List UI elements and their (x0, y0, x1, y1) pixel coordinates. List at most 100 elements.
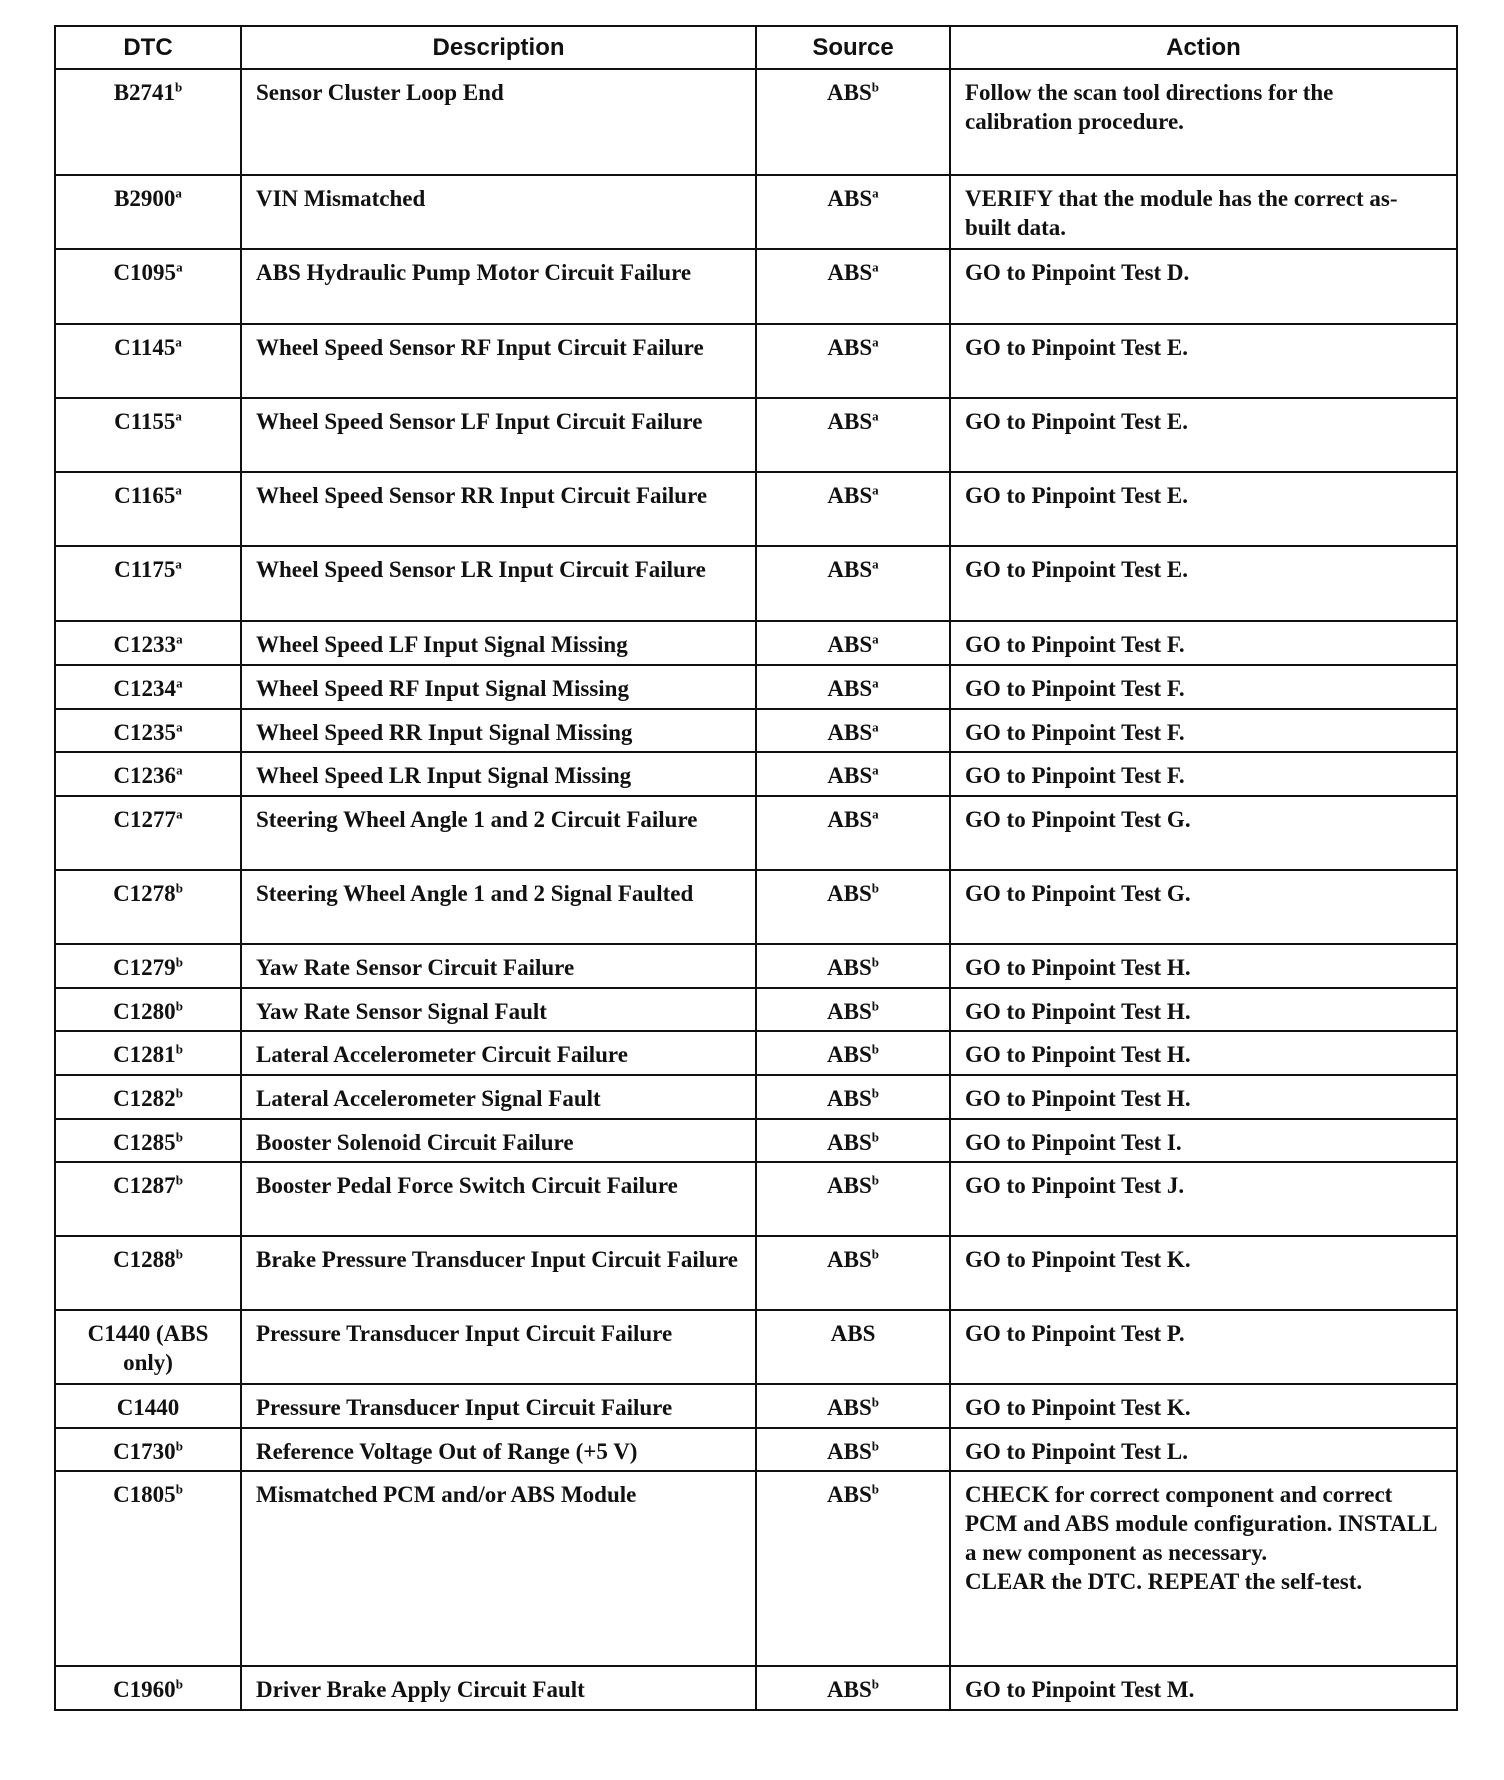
footnote-marker: a (872, 482, 879, 498)
table-row: C1234a Wheel Speed RF Input Signal Missin… (54, 664, 1458, 710)
description-cell: Steering Wheel Angle 1 and 2 Signal Faul… (240, 869, 757, 945)
action-cell: CHECK for correct component and correct … (949, 1470, 1458, 1667)
dtc-cell-text: C1440 (116, 1395, 180, 1420)
source-cell-text: ABS (827, 1395, 872, 1420)
footnote-marker: a (175, 408, 182, 424)
description-cell: Yaw Rate Sensor Signal Fault (240, 987, 757, 1032)
description-cell: Mismatched PCM and/or ABS Module (240, 1470, 757, 1667)
description-cell: Lateral Accelerometer Circuit Failure (240, 1030, 757, 1076)
dtc-cell-text: C1236 (113, 763, 177, 788)
action-cell: GO to Pinpoint Test I. (949, 1118, 1458, 1163)
action-cell: GO to Pinpoint Test G. (949, 795, 1458, 871)
dtc-cell-text: C1234 (113, 676, 177, 701)
description-cell-text: Driver Brake Apply Circuit Fault (256, 1677, 585, 1702)
description-cell-text: Lateral Accelerometer Signal Fault (256, 1086, 601, 1111)
source-cell: ABSa (755, 174, 951, 250)
description-cell-text: Wheel Speed LR Input Signal Missing (256, 763, 632, 788)
action-cell-text: GO to Pinpoint Test M. (965, 1677, 1195, 1702)
table-row: C1805b Mismatched PCM and/or ABS Module AB… (54, 1470, 1458, 1667)
source-cell: ABSb (755, 1118, 951, 1163)
table-row: C1278b Steering Wheel Angle 1 and 2 Signa… (54, 869, 1458, 945)
source-cell-text: ABS (827, 1247, 872, 1272)
description-cell-text: Brake Pressure Transducer Input Circuit … (256, 1247, 738, 1272)
action-cell-text: CHECK for correct component and correct … (965, 1482, 1437, 1594)
action-cell: GO to Pinpoint Test F. (949, 708, 1458, 753)
dtc-cell: C1285b (54, 1118, 242, 1163)
source-cell: ABSa (755, 248, 951, 325)
dtc-cell-text: C1279 (113, 955, 176, 980)
footnote-marker: a (175, 334, 182, 350)
action-cell: GO to Pinpoint Test H. (949, 943, 1458, 989)
source-cell-text: ABS (827, 335, 873, 360)
description-cell: Yaw Rate Sensor Circuit Failure (240, 943, 757, 989)
action-cell-text: GO to Pinpoint Test H. (965, 1042, 1191, 1067)
description-cell-text: ABS Hydraulic Pump Motor Circuit Failure (256, 260, 692, 285)
action-cell: GO to Pinpoint Test K. (949, 1235, 1458, 1311)
dtc-cell: C1095a (54, 248, 242, 325)
action-cell-text: GO to Pinpoint Test F. (965, 763, 1185, 788)
description-cell: Wheel Speed RF Input Signal Missing (240, 664, 757, 710)
description-cell: Wheel Speed LF Input Signal Missing (240, 620, 757, 666)
dtc-cell-text: C1285 (113, 1130, 176, 1155)
action-cell-text: GO to Pinpoint Test I. (965, 1130, 1182, 1155)
table-row: B2741b Sensor Cluster Loop End ABSb Follow … (54, 68, 1458, 176)
footnote-marker: a (176, 675, 183, 691)
footnote-marker: a (175, 185, 182, 201)
source-cell-text: ABS (827, 881, 872, 906)
source-cell: ABSb (755, 1235, 951, 1311)
footnote-marker: b (175, 1438, 183, 1454)
source-cell: ABSa (755, 751, 951, 797)
action-cell-text: GO to Pinpoint Test L. (965, 1439, 1189, 1464)
dtc-cell-text: C1155 (114, 409, 176, 434)
description-cell-text: Wheel Speed Sensor RF Input Circuit Fail… (256, 335, 704, 360)
action-cell: GO to Pinpoint Test E. (949, 323, 1458, 399)
dtc-cell: C1165a (54, 471, 242, 547)
action-cell-text: GO to Pinpoint Test D. (965, 260, 1190, 285)
description-cell-text: Wheel Speed Sensor LR Input Circuit Fail… (256, 557, 706, 582)
footnote-marker: a (176, 719, 183, 735)
footnote-marker: a (176, 806, 183, 822)
dtc-cell-text: C1235 (113, 720, 177, 745)
footnote-marker: b (175, 1676, 183, 1692)
table-row: C1155a Wheel Speed Sensor LF Input Circui… (54, 397, 1458, 473)
source-cell: ABSb (755, 1074, 951, 1120)
footnote-marker: b (871, 1085, 879, 1101)
action-cell: GO to Pinpoint Test J. (949, 1161, 1458, 1237)
action-cell: GO to Pinpoint Test D. (949, 248, 1458, 325)
dtc-cell-text: C1730 (113, 1439, 176, 1464)
footnote-marker: a (872, 719, 879, 735)
description-cell-text: Wheel Speed RF Input Signal Missing (256, 676, 629, 701)
action-cell: GO to Pinpoint Test F. (949, 620, 1458, 666)
source-cell-text: ABS (827, 260, 873, 285)
dtc-cell: C1440 (ABS only) (54, 1309, 242, 1385)
source-cell-text: ABS (827, 186, 873, 211)
description-cell: Booster Solenoid Circuit Failure (240, 1118, 757, 1163)
header-row: DTC Description Source Action (54, 25, 1458, 70)
dtc-cell-text: C1281 (113, 1042, 176, 1067)
dtc-cell-text: C1175 (114, 557, 176, 582)
footnote-marker: b (871, 79, 879, 95)
source-cell: ABSb (755, 1383, 951, 1429)
footnote-marker: a (872, 334, 879, 350)
description-cell-text: Mismatched PCM and/or ABS Module (256, 1482, 637, 1507)
source-cell: ABSb (755, 68, 951, 176)
source-cell: ABSa (755, 545, 951, 622)
table-row: B2900a VIN Mismatched ABSa VERIFY that the … (54, 174, 1458, 250)
source-cell: ABSa (755, 397, 951, 473)
footnote-marker: b (175, 79, 183, 95)
action-cell-text: GO to Pinpoint Test F. (965, 720, 1185, 745)
description-cell: Booster Pedal Force Switch Circuit Failu… (240, 1161, 757, 1237)
action-cell-text: Follow the scan tool directions for the … (965, 80, 1334, 134)
footnote-marker: b (871, 998, 879, 1014)
action-cell-text: GO to Pinpoint Test H. (965, 999, 1191, 1024)
footnote-marker: b (871, 954, 879, 970)
description-cell: Driver Brake Apply Circuit Fault (240, 1665, 757, 1711)
source-cell-text: ABS (827, 1130, 872, 1155)
description-cell-text: Yaw Rate Sensor Circuit Failure (256, 955, 575, 980)
dtc-cell-text: C1233 (113, 632, 177, 657)
table-row: C1235a Wheel Speed RR Input Signal Missin… (54, 708, 1458, 753)
source-cell-text: ABS (827, 763, 873, 788)
dtc-cell-text: C1287 (113, 1173, 176, 1198)
footnote-marker: b (871, 1481, 879, 1497)
description-cell-text: Lateral Accelerometer Circuit Failure (256, 1042, 628, 1067)
